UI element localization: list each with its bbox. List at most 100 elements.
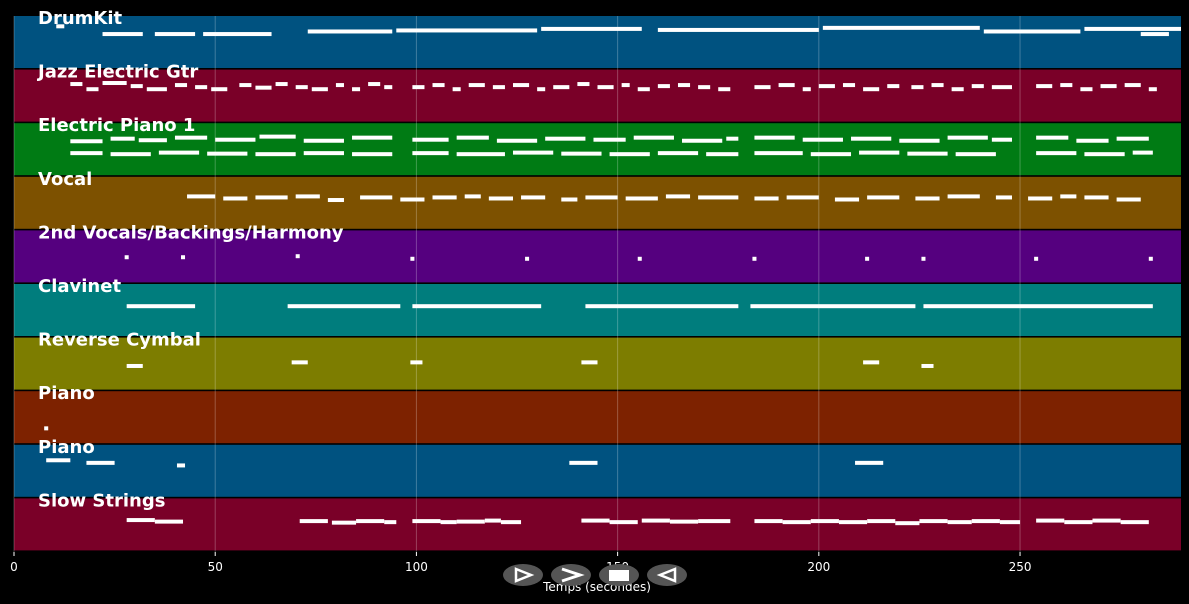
note-mark xyxy=(102,32,143,37)
note-mark xyxy=(295,85,308,90)
note-mark xyxy=(786,195,819,200)
note-mark xyxy=(195,85,208,90)
note-mark xyxy=(971,519,1000,524)
note-mark xyxy=(223,196,248,201)
track-name: Piano xyxy=(38,383,95,404)
x-tick-label: 200 xyxy=(807,560,830,574)
note-mark xyxy=(754,135,795,140)
stop-button[interactable] xyxy=(599,564,639,586)
track-name: 2nd Vocals/Backings/Harmony xyxy=(38,222,344,243)
note-mark xyxy=(621,83,630,88)
note-mark xyxy=(130,84,143,89)
note-mark xyxy=(657,84,670,89)
note-mark xyxy=(911,85,924,90)
note-mark xyxy=(863,87,880,92)
note-mark xyxy=(291,360,308,365)
note-mark xyxy=(971,84,984,89)
note-mark xyxy=(70,151,103,156)
note-mark xyxy=(919,519,948,524)
note-mark xyxy=(412,137,449,142)
note-mark xyxy=(299,519,328,524)
note-mark xyxy=(637,256,642,261)
note-mark xyxy=(802,87,811,92)
note-mark xyxy=(865,256,870,261)
note-mark xyxy=(412,304,542,309)
note-mark xyxy=(581,518,610,523)
note-mark xyxy=(609,152,650,157)
track-name: Vocal xyxy=(38,169,92,190)
note-mark xyxy=(1148,87,1157,92)
note-mark xyxy=(810,519,839,524)
note-mark xyxy=(537,87,546,92)
fast-forward-button[interactable] xyxy=(551,564,591,586)
note-mark xyxy=(1036,518,1065,523)
note-mark xyxy=(750,304,916,309)
note-mark xyxy=(496,138,538,143)
note-mark xyxy=(187,194,216,199)
note-mark xyxy=(1034,256,1039,261)
note-mark xyxy=(464,194,481,199)
note-mark xyxy=(569,460,598,465)
note-mark xyxy=(110,136,135,141)
note-mark xyxy=(855,460,884,465)
control-pill xyxy=(647,564,687,586)
note-mark xyxy=(921,256,926,261)
note-mark xyxy=(488,196,513,201)
note-mark xyxy=(754,85,771,90)
note-mark xyxy=(1084,152,1125,157)
note-mark xyxy=(991,85,1012,90)
note-mark xyxy=(637,87,650,92)
note-mark xyxy=(384,85,393,90)
note-mark xyxy=(1100,84,1117,89)
note-mark xyxy=(1060,194,1077,199)
note-mark xyxy=(412,85,425,90)
note-mark xyxy=(706,152,739,157)
note-mark xyxy=(126,304,196,309)
track-lane xyxy=(14,498,1181,551)
x-axis: 050100150200250 xyxy=(10,552,1031,574)
note-mark xyxy=(352,87,361,92)
track-lane xyxy=(14,230,1181,283)
note-mark xyxy=(947,194,980,199)
note-mark xyxy=(484,518,501,523)
note-mark xyxy=(1120,520,1149,525)
note-mark xyxy=(834,197,860,202)
note-mark xyxy=(754,151,803,156)
note-mark xyxy=(1036,151,1077,156)
note-mark xyxy=(657,151,699,156)
note-mark xyxy=(138,138,167,143)
note-mark xyxy=(597,85,614,90)
note-mark xyxy=(677,83,691,88)
track-lane xyxy=(14,444,1181,497)
note-mark xyxy=(867,195,900,200)
note-mark xyxy=(215,137,256,142)
note-mark xyxy=(782,520,811,525)
note-mark xyxy=(657,27,819,32)
note-mark xyxy=(512,83,530,88)
note-mark xyxy=(818,84,835,89)
note-mark xyxy=(432,83,445,88)
note-marks xyxy=(44,24,1181,526)
note-mark xyxy=(983,29,1081,34)
note-mark xyxy=(70,139,103,144)
note-mark xyxy=(665,194,691,199)
note-mark xyxy=(146,87,167,92)
note-mark xyxy=(126,518,155,523)
note-mark xyxy=(585,195,618,200)
note-mark xyxy=(452,87,461,92)
note-mark xyxy=(44,426,49,431)
note-mark xyxy=(412,519,441,524)
grid-lines xyxy=(13,16,1021,552)
note-mark xyxy=(822,25,980,30)
play-button[interactable] xyxy=(503,564,543,586)
x-tick-label: 250 xyxy=(1009,560,1032,574)
note-mark xyxy=(259,134,296,139)
note-mark xyxy=(754,196,779,201)
note-mark xyxy=(303,151,344,156)
note-mark xyxy=(947,135,988,140)
rewind-button[interactable] xyxy=(647,564,687,586)
note-mark xyxy=(174,83,188,88)
note-mark xyxy=(867,519,896,524)
note-mark xyxy=(625,196,658,201)
